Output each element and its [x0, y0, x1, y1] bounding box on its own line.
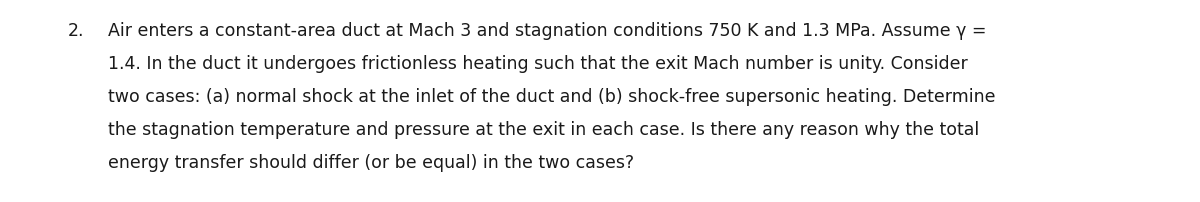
Text: energy transfer should differ (or be equal) in the two cases?: energy transfer should differ (or be equ… [108, 153, 634, 171]
Text: Air enters a constant-area duct at Mach 3 and stagnation conditions 750 K and 1.: Air enters a constant-area duct at Mach … [108, 22, 986, 40]
Text: two cases: (a) normal shock at the inlet of the duct and (b) shock-free superson: two cases: (a) normal shock at the inlet… [108, 87, 996, 105]
Text: 1.4. In the duct it undergoes frictionless heating such that the exit Mach numbe: 1.4. In the duct it undergoes frictionle… [108, 55, 967, 73]
Text: 2.: 2. [68, 22, 84, 40]
Text: the stagnation temperature and pressure at the exit in each case. Is there any r: the stagnation temperature and pressure … [108, 120, 979, 138]
